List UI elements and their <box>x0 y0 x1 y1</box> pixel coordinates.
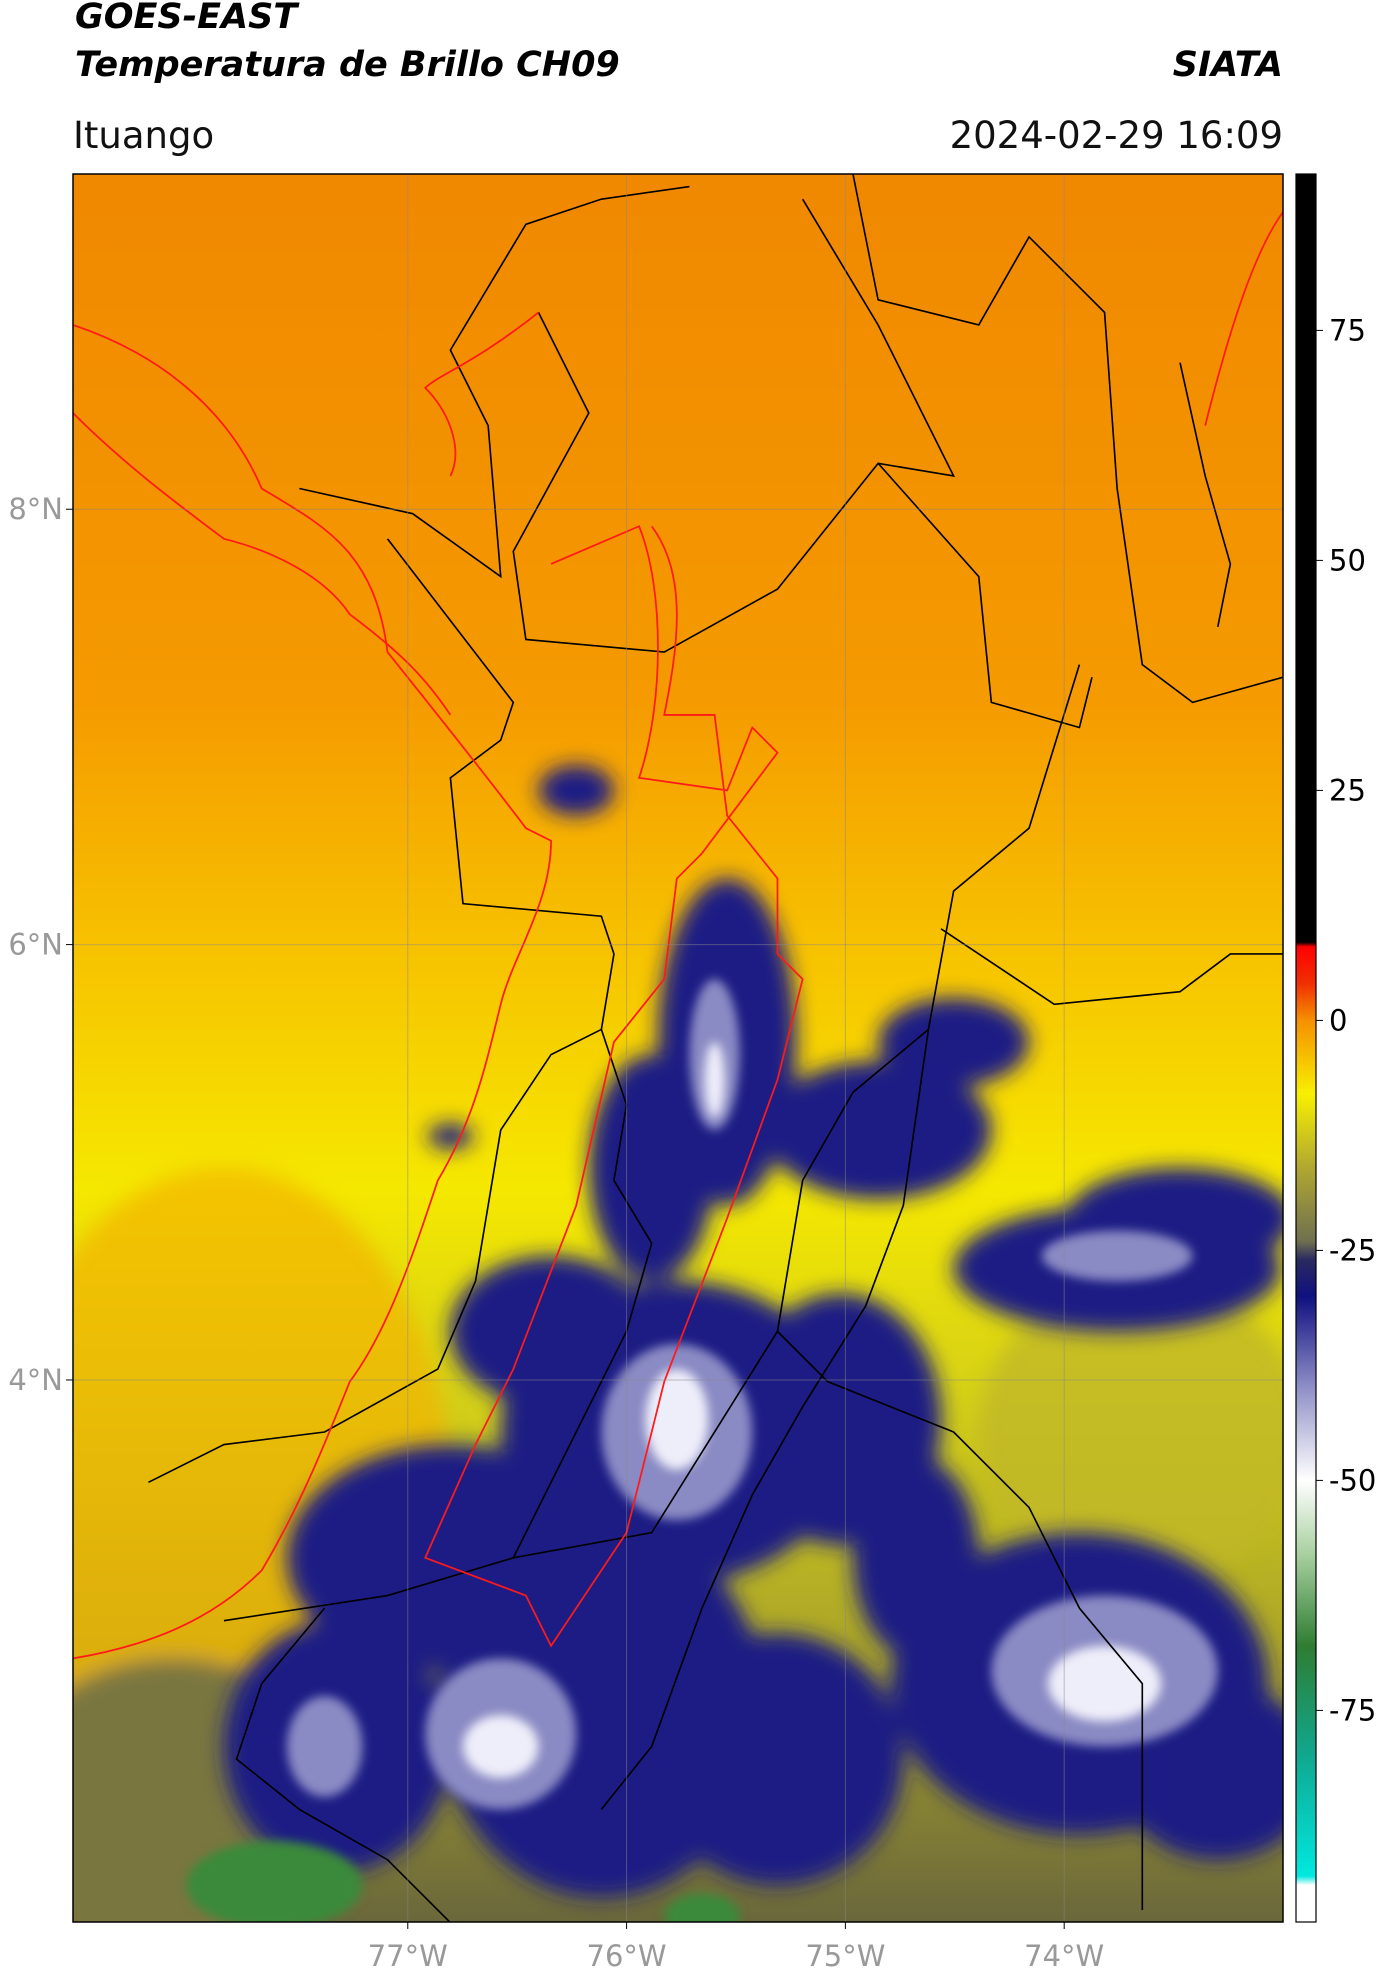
colorbar-tick-label: 50 <box>1329 543 1366 577</box>
colorbar <box>1295 173 1317 1923</box>
title: GOES-EAST <box>75 0 300 37</box>
x-tick-label: 75°W <box>805 1939 885 1973</box>
colorbar-tick-label: 25 <box>1329 773 1366 807</box>
y-tick-label: 8°N <box>8 492 63 526</box>
colorbar-tick-label: 0 <box>1329 1003 1347 1037</box>
map <box>73 174 1283 1922</box>
colorbar-tick-label: -50 <box>1329 1463 1376 1497</box>
colorbar-tick-label: -75 <box>1329 1693 1376 1727</box>
y-tick-label: 4°N <box>8 1363 63 1397</box>
subtitle: Temperatura de Brillo CH09 <box>75 45 620 85</box>
x-tick-label: 77°W <box>368 1939 448 1973</box>
colorbar-tick-label: 75 <box>1329 313 1366 347</box>
map-frame <box>72 173 1284 1923</box>
x-tick-label: 74°W <box>1024 1939 1104 1973</box>
grid <box>73 174 1283 1922</box>
x-tick-label: 76°W <box>587 1939 667 1973</box>
timestamp: 2024-02-29 16:09 <box>950 114 1283 157</box>
colorbar-tick-label: -25 <box>1329 1233 1376 1267</box>
location: Ituango <box>73 114 214 157</box>
y-tick-label: 6°N <box>8 928 63 962</box>
credit: SIATA <box>1173 45 1283 85</box>
